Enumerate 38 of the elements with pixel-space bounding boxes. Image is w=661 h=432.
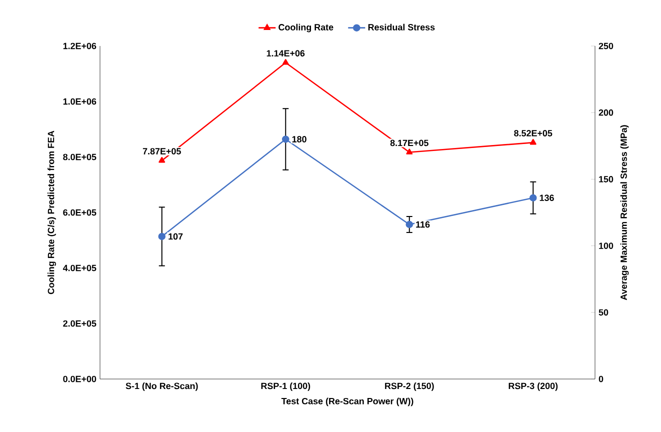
- point: [406, 220, 414, 228]
- data-label: 8.52E+05: [514, 130, 552, 136]
- y-tick-label: 0.0E+00: [63, 376, 96, 382]
- y-tick-label: 4.0E+05: [62, 264, 96, 272]
- data-label: 8.17E+05: [390, 140, 428, 146]
- y2-tick-label: 100: [599, 242, 614, 249]
- y2-tick-label: 0: [598, 376, 604, 382]
- y-tick-label: 1.0E+06: [63, 98, 96, 105]
- y2-tick-label: 200: [598, 109, 614, 116]
- y2-axis-title: Average Maximum Residual Stress (MPa): [620, 125, 629, 300]
- point: [158, 156, 166, 163]
- y-axis-title: Cooling Rate (C/s) Predicted from FEA: [48, 130, 56, 294]
- y2-tick-label: 150: [599, 176, 614, 182]
- point: [406, 148, 413, 154]
- y2-tick-label: 50: [598, 309, 608, 316]
- y-tick-label: 6.0E+05: [63, 209, 96, 216]
- x-axis-title: Test Case (Re-Scan Power (W)): [281, 398, 414, 406]
- point: [158, 232, 166, 240]
- data-label: 7.87E+05: [142, 148, 181, 154]
- data-label: 136: [540, 194, 554, 202]
- data-label: 180: [292, 136, 306, 142]
- y2-tick-label: 250: [598, 42, 614, 50]
- y-tick-label: 8.0E+05: [63, 154, 96, 160]
- x-tick-label: RSP-3 (200): [508, 382, 558, 391]
- y-tick-label: 2.0E+05: [63, 320, 96, 327]
- data-label: 1.14E+06: [266, 50, 305, 56]
- point: [530, 138, 536, 145]
- point: [282, 136, 290, 143]
- point: [529, 194, 537, 202]
- y-tick-label: 1.2E+06: [63, 42, 96, 50]
- point: [282, 59, 289, 65]
- legend-label: Cooling Rate: [278, 24, 334, 32]
- x-tick-label: S-1 (No Re-Scan): [126, 382, 198, 391]
- x-tick-label: RSP-2 (150): [385, 382, 434, 391]
- legend-label: Residual Stress: [368, 24, 435, 30]
- x-tick-label: RSP-1 (100): [261, 382, 310, 391]
- data-label: 107: [168, 233, 183, 240]
- data-label: 116: [416, 221, 430, 228]
